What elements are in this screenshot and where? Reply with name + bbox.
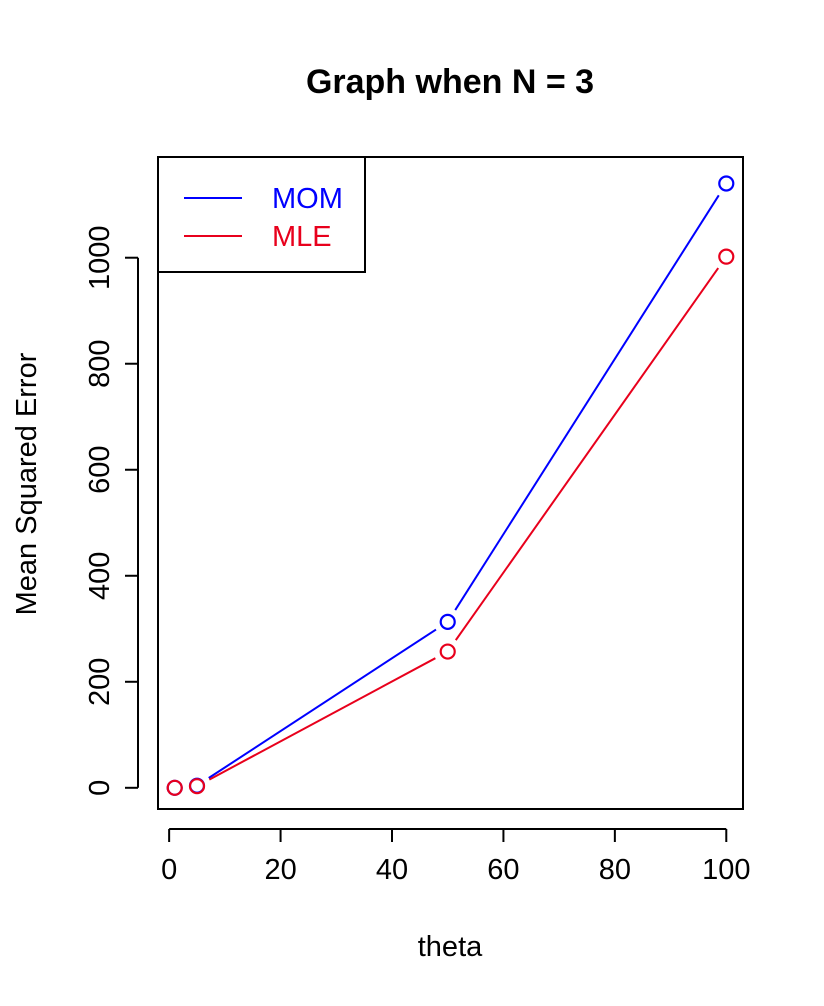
y-tick-label: 400 (84, 552, 116, 600)
data-point (166, 779, 183, 796)
series-segment (208, 628, 437, 779)
y-tick-label: 600 (84, 446, 116, 494)
chart-title: Graph when N = 3 (306, 63, 594, 101)
y-axis: 0 200 400 600 800 1000 (84, 225, 139, 796)
series-segment (454, 194, 720, 611)
x-axis: 0 20 40 60 80 100 (161, 828, 750, 886)
legend: MOM MLE (157, 156, 366, 273)
x-tick-label: 60 (487, 854, 519, 886)
data-point (718, 175, 735, 192)
y-tick-label: 1000 (84, 225, 116, 290)
x-tick-label: 0 (161, 854, 177, 886)
legend-label-mle: MLE (272, 221, 332, 253)
data-point (439, 613, 456, 630)
x-axis-label: theta (418, 931, 483, 963)
x-tick-label: 100 (702, 854, 750, 886)
series-segment (208, 657, 436, 781)
y-tick-label: 200 (84, 658, 116, 706)
y-tick-label: 800 (84, 340, 116, 388)
plot-frame (157, 156, 744, 810)
data-point (718, 248, 735, 265)
y-tick-label: 0 (84, 780, 116, 796)
data-point (439, 643, 456, 660)
data-point (188, 778, 206, 795)
x-tick-label: 40 (376, 854, 408, 886)
series-mle (166, 248, 735, 796)
x-tick-label: 80 (599, 854, 631, 886)
x-tick-label: 20 (264, 854, 296, 886)
series-layer (166, 175, 735, 796)
legend-box (157, 156, 366, 273)
y-axis-label: Mean Squared Error (11, 352, 43, 615)
legend-label-mom: MOM (272, 183, 343, 215)
series-segment (454, 267, 720, 641)
